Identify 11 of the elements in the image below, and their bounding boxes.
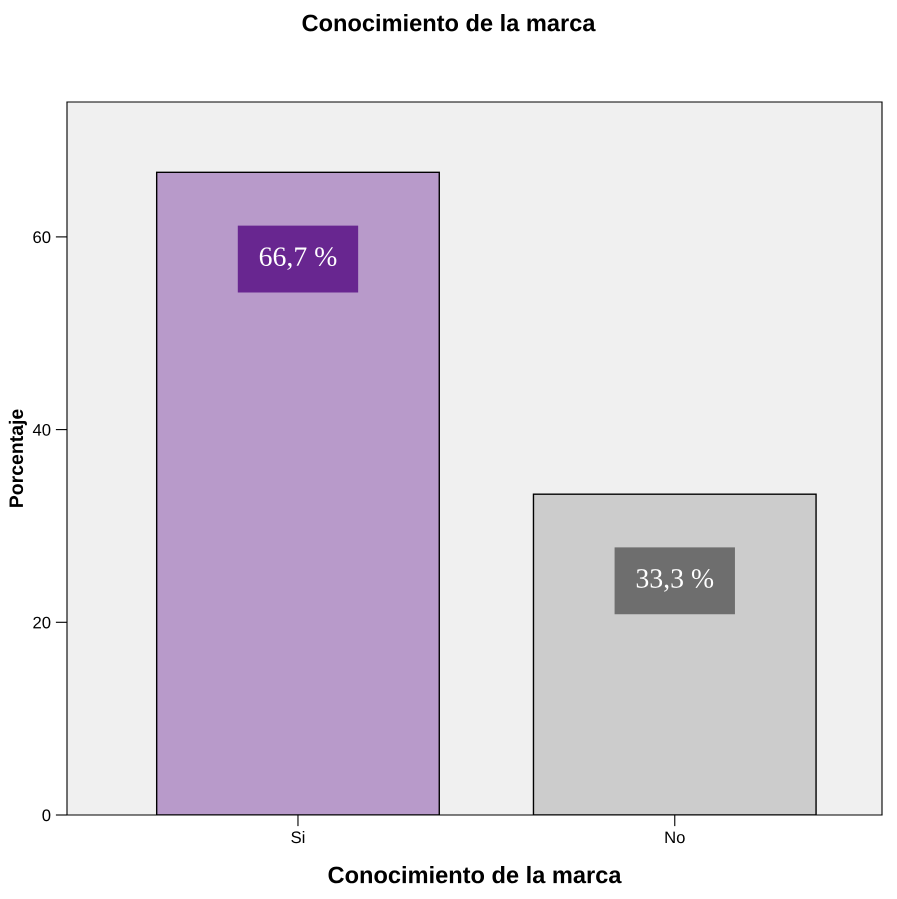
x-axis-title: Conocimiento de la marca xyxy=(328,866,622,884)
y-tick-label: 60 xyxy=(33,231,50,244)
chart-title: Conocimiento de la marca xyxy=(302,14,596,32)
x-tick-label: No xyxy=(665,832,685,844)
data-label: 66,7 % xyxy=(260,247,336,270)
data-label: 33,3 % xyxy=(636,569,714,592)
y-tick-label: 40 xyxy=(32,424,50,436)
y-tick-label: 20 xyxy=(33,616,50,628)
y-axis-title: Porcentaje xyxy=(8,409,27,507)
x-tick-label: Si xyxy=(291,830,304,844)
y-tick-label: 0 xyxy=(42,809,50,822)
